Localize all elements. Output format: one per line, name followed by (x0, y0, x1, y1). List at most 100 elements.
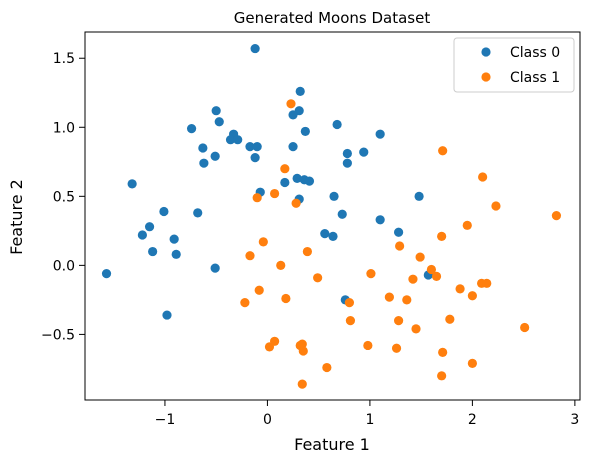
data-point (411, 324, 421, 334)
data-point (254, 285, 264, 295)
data-point (445, 314, 455, 324)
data-point (320, 229, 330, 239)
y-tick-label: 0.0 (53, 258, 75, 274)
data-point (359, 147, 369, 157)
data-point (233, 135, 243, 145)
data-point (491, 201, 501, 211)
data-point (198, 143, 208, 153)
data-point (240, 298, 250, 308)
data-point (337, 209, 347, 219)
data-point (280, 177, 290, 188)
data-point (186, 124, 197, 134)
legend-label: Class 1 (510, 70, 560, 86)
data-point (295, 86, 305, 96)
data-point (438, 146, 448, 156)
data-point (137, 230, 147, 240)
data-point (210, 151, 220, 161)
data-point (250, 153, 260, 163)
data-point (101, 269, 112, 279)
data-point (304, 176, 315, 186)
data-point (462, 220, 472, 230)
data-point (313, 273, 323, 283)
data-point (302, 246, 312, 257)
data-point (329, 191, 339, 201)
data-point (551, 211, 562, 221)
data-point (478, 172, 488, 182)
data-point (286, 99, 296, 109)
data-point (211, 106, 221, 116)
data-point (437, 371, 447, 381)
data-point (258, 237, 268, 247)
data-point (148, 246, 158, 257)
data-point (395, 241, 405, 251)
legend-marker (481, 72, 491, 82)
data-point (270, 188, 280, 199)
y-ticks: −0.5 0.0 0.5 1.0 1.5 (41, 51, 85, 343)
x-tick-label: 0 (263, 412, 272, 428)
points-layer (101, 43, 562, 389)
x-tick-label: −1 (155, 412, 176, 428)
data-point (280, 164, 290, 174)
data-point (162, 310, 172, 320)
data-point (199, 158, 209, 168)
chart-title: Generated Moons Dataset (234, 9, 431, 27)
data-point (437, 231, 447, 241)
data-point (252, 142, 262, 152)
y-tick-label: 0.5 (53, 189, 75, 205)
data-point (414, 191, 424, 201)
data-point (467, 291, 477, 301)
data-point (520, 322, 530, 333)
data-point (250, 43, 260, 54)
x-tick-label: 2 (468, 412, 477, 428)
data-point (297, 379, 307, 389)
data-point (391, 343, 402, 353)
data-point (431, 271, 442, 282)
data-point (288, 110, 298, 120)
x-ticks: −1 0 1 2 3 (155, 400, 579, 428)
data-point (159, 206, 169, 217)
data-point (375, 129, 385, 139)
data-point (127, 179, 137, 189)
data-point (345, 316, 356, 326)
data-point (281, 293, 291, 304)
data-point (322, 362, 332, 373)
data-point (298, 346, 308, 356)
data-point (344, 298, 355, 308)
legend-marker (481, 47, 491, 57)
y-tick-label: 1.0 (53, 120, 75, 136)
series-0 (101, 43, 433, 320)
data-point (291, 198, 301, 208)
data-point (415, 252, 425, 262)
data-point (252, 193, 262, 203)
data-point (264, 342, 275, 352)
data-point (144, 222, 155, 232)
data-point (402, 295, 412, 305)
x-axis-label: Feature 1 (294, 435, 370, 454)
x-tick-label: 1 (365, 412, 374, 428)
data-point (482, 278, 492, 288)
data-point (375, 215, 385, 225)
data-point (210, 263, 220, 273)
data-point (245, 251, 255, 261)
x-tick-label: 3 (570, 412, 579, 428)
series-1 (240, 99, 562, 389)
data-point (171, 249, 181, 259)
data-point (169, 234, 179, 244)
data-point (426, 264, 436, 275)
data-point (408, 274, 418, 284)
data-point (193, 208, 203, 218)
data-point (467, 358, 477, 369)
data-point (276, 260, 286, 270)
data-point (363, 340, 373, 351)
y-tick-label: −0.5 (41, 327, 75, 343)
legend-label: Class 0 (510, 45, 560, 61)
y-tick-label: 1.5 (53, 51, 75, 67)
data-point (438, 347, 448, 357)
data-point (394, 227, 404, 237)
data-point (455, 284, 465, 294)
data-point (384, 292, 394, 302)
data-point (300, 126, 310, 137)
data-point (394, 316, 404, 326)
